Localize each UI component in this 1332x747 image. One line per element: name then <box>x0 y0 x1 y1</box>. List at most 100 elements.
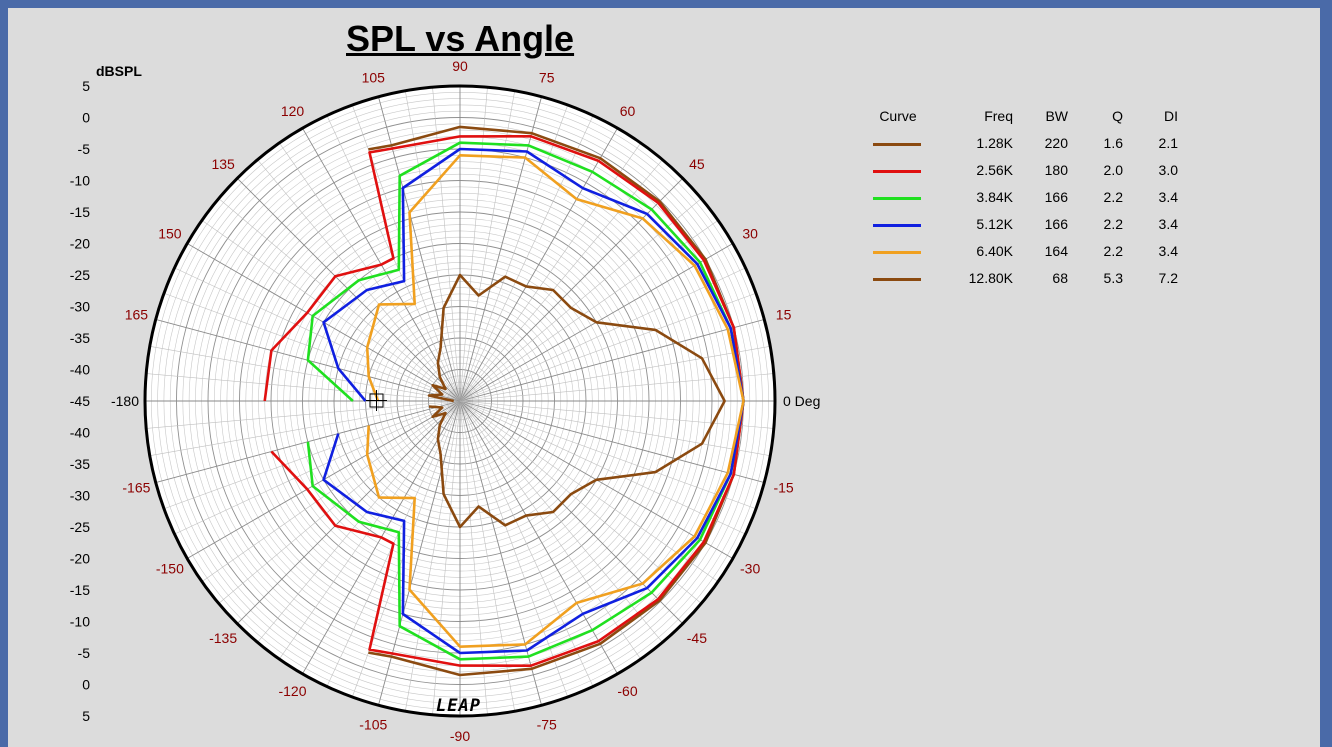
grid-spoke <box>459 400 774 429</box>
grid-spoke <box>459 159 663 402</box>
angle-label: 120 <box>281 103 305 119</box>
grid-spoke <box>218 198 461 402</box>
grid-spoke <box>459 400 618 675</box>
grid-spoke <box>459 400 542 706</box>
angle-label: 150 <box>158 226 182 242</box>
radial-tick-label: -35 <box>70 456 90 472</box>
angle-label: 45 <box>689 156 705 172</box>
radial-tick-label: -5 <box>78 645 91 661</box>
radial-tick-label: -45 <box>70 393 90 409</box>
legend-bw: 164 <box>1044 243 1068 259</box>
grid-spoke <box>459 198 702 402</box>
grid-spoke <box>174 267 461 402</box>
angle-label: -150 <box>156 561 184 577</box>
radial-tick-label: 0 <box>82 677 90 693</box>
grid-spoke <box>459 346 771 402</box>
legend-q: 2.2 <box>1103 243 1123 259</box>
legend-freq: 5.12K <box>976 216 1013 232</box>
grid-spoke <box>279 142 461 402</box>
legend-header-curve: Curve <box>879 108 917 124</box>
radial-tick-label: -5 <box>78 141 91 157</box>
legend-swatch-line <box>873 224 921 227</box>
grid-spoke <box>405 90 461 402</box>
grid-spoke <box>459 400 765 483</box>
grid-spoke <box>459 400 663 643</box>
grid-spoke <box>459 400 771 456</box>
angle-label: 90 <box>452 58 468 74</box>
grid-spoke <box>459 373 774 402</box>
grid-spoke <box>163 400 461 510</box>
legend-q: 2.2 <box>1103 189 1123 205</box>
legend-bw: 180 <box>1044 162 1068 178</box>
grid-spoke <box>459 400 488 715</box>
angle-label: 165 <box>125 306 149 322</box>
grid-spoke <box>155 400 461 483</box>
angle-label: -45 <box>687 630 707 646</box>
plot-border <box>143 84 777 718</box>
grid-spoke <box>279 400 461 660</box>
legend-bw: 220 <box>1044 135 1068 151</box>
legend-swatch <box>863 270 933 281</box>
leap-logo: LEAP <box>436 696 481 716</box>
angle-label: 75 <box>539 69 555 85</box>
grid-spoke <box>459 177 684 402</box>
angle-label: -120 <box>278 683 306 699</box>
legend-q: 1.6 <box>1103 135 1123 151</box>
grid-spoke <box>459 142 641 402</box>
angle-label: -165 <box>122 480 150 496</box>
legend-swatch <box>863 189 933 200</box>
legend-swatch <box>863 135 933 146</box>
radial-tick-label: -35 <box>70 330 90 346</box>
grid-spoke <box>201 220 461 402</box>
legend-swatch-line <box>873 170 921 173</box>
grid-spoke <box>459 267 746 402</box>
angle-label: 0 Deg <box>783 393 820 409</box>
radial-tick-label: -15 <box>70 204 90 220</box>
grid-spoke <box>459 96 542 402</box>
legend-freq: 3.84K <box>976 189 1013 205</box>
legend-di: 3.4 <box>1158 216 1178 232</box>
grid-spoke <box>459 400 684 625</box>
legend-freq: 12.80K <box>968 270 1013 286</box>
angle-label: 105 <box>362 69 386 85</box>
grid-spoke <box>146 400 461 429</box>
radial-tick-label: -30 <box>70 488 90 504</box>
grid-spoke <box>146 373 461 402</box>
legend-header-di: DI <box>1164 108 1178 124</box>
grid-spoke <box>459 127 618 402</box>
grid-spoke <box>163 292 461 402</box>
radial-tick-label: -10 <box>70 173 90 189</box>
legend-header-freq: Freq <box>984 108 1013 124</box>
angle-label: -135 <box>209 630 237 646</box>
radial-tick-label: -25 <box>70 519 90 535</box>
series-curve <box>322 147 745 655</box>
grid-spoke <box>459 400 719 582</box>
radial-tick-label: -40 <box>70 425 90 441</box>
legend-di: 3.4 <box>1158 189 1178 205</box>
legend-bw: 68 <box>1052 270 1068 286</box>
radial-tick-label: -20 <box>70 236 90 252</box>
legend-freq: 2.56K <box>976 162 1013 178</box>
legend-q: 5.3 <box>1103 270 1123 286</box>
angle-label: 135 <box>211 156 235 172</box>
polar-chart: 0 Deg 15 30 45 60 75 90 105 120 135 150 165 -180 -15 -… <box>70 58 821 744</box>
legend-swatch-line <box>873 278 921 281</box>
grid-spoke <box>459 400 641 660</box>
radial-axis-label: dBSPL <box>96 63 142 79</box>
radial-tick-label: -25 <box>70 267 90 283</box>
chart-title: SPL vs Angle <box>346 18 575 59</box>
grid-spoke <box>459 400 515 712</box>
radial-tick-label: 0 <box>82 110 90 126</box>
grid-spoke <box>459 400 702 604</box>
grid-spoke <box>201 400 461 582</box>
series-curve <box>263 135 745 667</box>
grid-spoke <box>405 400 461 712</box>
legend-header-q: Q <box>1112 108 1123 124</box>
legend-di: 3.4 <box>1158 243 1178 259</box>
grid-spoke <box>149 400 461 456</box>
legend-di: 3.0 <box>1158 162 1178 178</box>
legend-header-bw: BW <box>1045 108 1068 124</box>
angle-label: -75 <box>537 717 557 733</box>
angle-label: 60 <box>620 103 636 119</box>
grid-spoke <box>459 90 515 402</box>
